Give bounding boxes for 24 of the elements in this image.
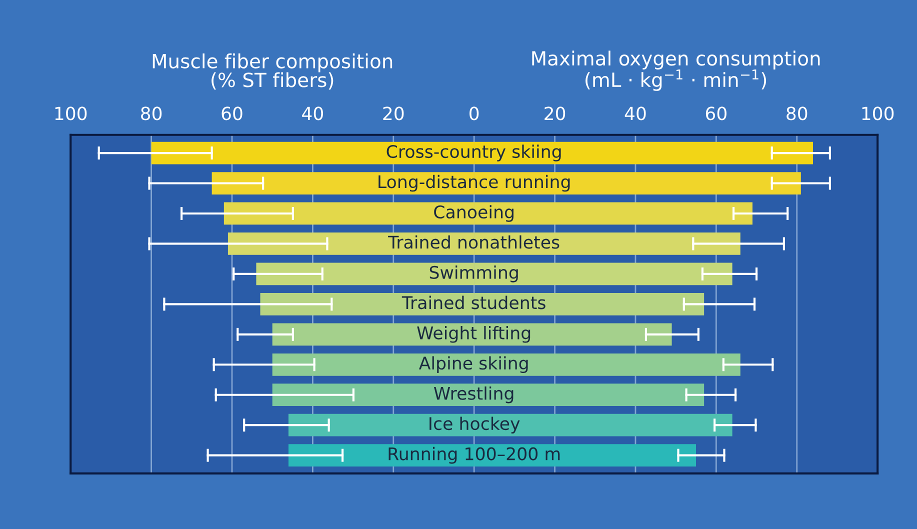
x-tick-label: 0 [470,106,479,120]
y-tick-label: Cross-country skiing [386,144,561,162]
y-tick-label: Alpine skiing [418,356,528,374]
y-tick-label: Wrestling [434,386,514,404]
text: Maximal oxygen consumption (mL · kg$^{−1}$ · min$^{−1}$) [532,50,820,91]
y-tick-label: Canoeing [434,205,514,222]
x-tick-label: 100 [862,106,894,120]
x-tick-label: 20 [544,106,566,120]
text: Muscle fiber composition (% ST fibers) [152,53,392,90]
y-tick-label: Running 100–200 m [388,446,560,464]
y-tick-label: Trained students [402,296,546,310]
x-tick-label: 80 [141,106,162,120]
x-tick-label: 80 [786,106,808,120]
x-tick-label: 100 [55,106,87,120]
y-tick-label: Ice hockey [430,416,520,434]
x-tick-label: 60 [222,106,242,120]
y-tick-label: Weight lifting [417,326,530,343]
y-tick-label: Swimming [430,266,518,282]
x-tick-label: 40 [302,106,323,120]
x-tick-label: 60 [706,106,726,120]
x-tick-label: 20 [383,106,404,120]
y-tick-label: Long-distance running [378,174,570,192]
x-tick-label: 40 [624,106,646,120]
y-tick-label: Trained nonathletes [388,235,560,249]
